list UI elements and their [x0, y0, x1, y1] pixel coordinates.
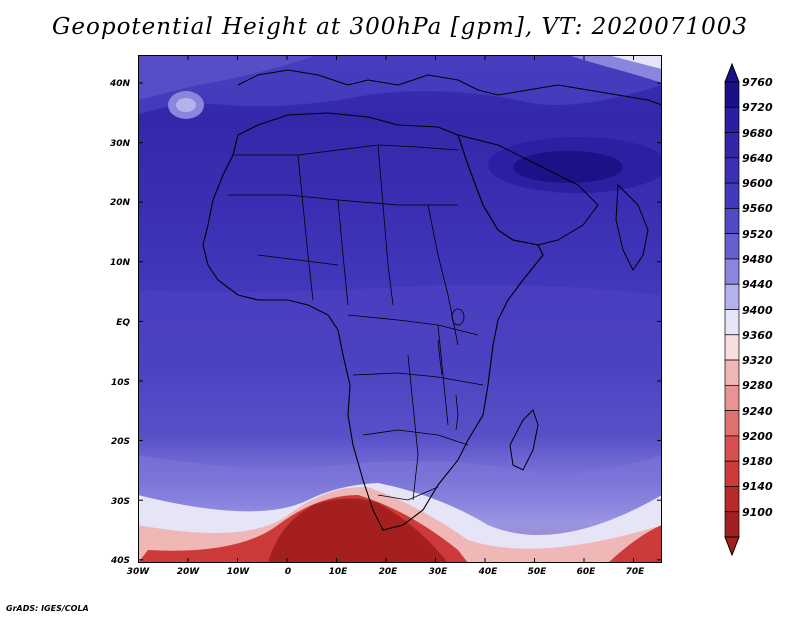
lat-label-20n: 20N	[109, 198, 130, 208]
colorbar-swatch	[724, 233, 740, 260]
colorbar-level-label: 9240	[742, 404, 773, 418]
lat-label-40n: 40N	[109, 79, 130, 89]
colorbar-swatch	[724, 157, 740, 184]
colorbar-level-label: 9180	[742, 455, 773, 469]
colorbar-level-label: 9200	[742, 429, 773, 443]
colorbar-level-label: 9600	[742, 177, 773, 191]
lon-label-30w: 30W	[126, 567, 150, 577]
lat-label-eq: EQ	[116, 318, 130, 328]
lon-label-10e: 10E	[328, 567, 348, 577]
colorbar-level-label: 9320	[742, 354, 773, 368]
lon-label-20e: 20E	[378, 567, 398, 577]
lon-label-0: 0	[284, 567, 292, 577]
lon-label-30e: 30E	[428, 567, 448, 577]
colorbar-swatch	[724, 511, 740, 538]
map-panel	[138, 55, 662, 563]
credit-text: GrADS: IGES/COLA	[6, 604, 89, 613]
lon-label-70e: 70E	[625, 567, 645, 577]
colorbar-level-label: 9640	[742, 151, 773, 165]
colorbar-swatch	[724, 283, 740, 310]
colorbar-level-label: 9720	[742, 101, 773, 115]
lat-label-10n: 10N	[109, 258, 130, 268]
lon-label-40e: 40E	[478, 567, 498, 577]
colorbar-level-label: 9520	[742, 227, 773, 241]
colorbar-swatch	[724, 258, 740, 285]
colorbar-swatch	[724, 208, 740, 235]
colorbar-top-arrow	[724, 62, 740, 83]
lon-label-20w: 20W	[176, 567, 200, 577]
colorbar-level-label: 9760	[742, 76, 773, 89]
colorbar-swatch	[724, 81, 740, 108]
lon-label-60e: 60E	[576, 567, 596, 577]
colorbar-level-label: 9400	[742, 303, 773, 317]
lat-label-40s: 40S	[110, 556, 130, 566]
colorbar-level-label: 9100	[742, 505, 773, 519]
lat-label-20s: 20S	[110, 437, 130, 447]
colorbar	[724, 62, 740, 557]
colorbar-level-label: 9680	[742, 126, 773, 140]
colorbar-swatch	[724, 334, 740, 361]
colorbar-swatch	[724, 486, 740, 513]
colorbar-level-label: 9360	[742, 328, 773, 342]
colorbar-swatch	[724, 132, 740, 159]
lon-label-50e: 50E	[527, 567, 547, 577]
colorbar-level-label: 9140	[742, 480, 773, 494]
colorbar-swatch	[724, 309, 740, 336]
madagascar-coastline	[509, 409, 539, 471]
colorbar-level-label: 9440	[742, 278, 773, 292]
arabia-coastline	[457, 134, 599, 246]
map-title: Geopotential Height at 300hPa [gpm], VT:…	[52, 14, 748, 40]
colorbar-level-label: 9480	[742, 252, 773, 266]
colorbar-level-label: 9560	[742, 202, 773, 216]
colorbar-swatch	[724, 435, 740, 462]
colorbar-bottom-arrow	[724, 536, 740, 557]
colorbar-swatch	[724, 410, 740, 437]
lat-label-30n: 30N	[109, 139, 130, 149]
colorbar-swatch	[724, 106, 740, 133]
lat-label-10s: 10S	[110, 378, 130, 388]
geopotential-map	[138, 55, 662, 563]
india-coastline	[615, 183, 649, 271]
lat-label-30s: 30S	[110, 497, 130, 507]
europe-coastline	[237, 69, 662, 106]
colorbar-swatch	[724, 460, 740, 487]
colorbar-swatch	[724, 384, 740, 411]
colorbar-swatch	[724, 359, 740, 386]
colorbar-swatch	[724, 182, 740, 209]
lon-label-10w: 10W	[226, 567, 250, 577]
colorbar-level-label: 9280	[742, 379, 773, 393]
